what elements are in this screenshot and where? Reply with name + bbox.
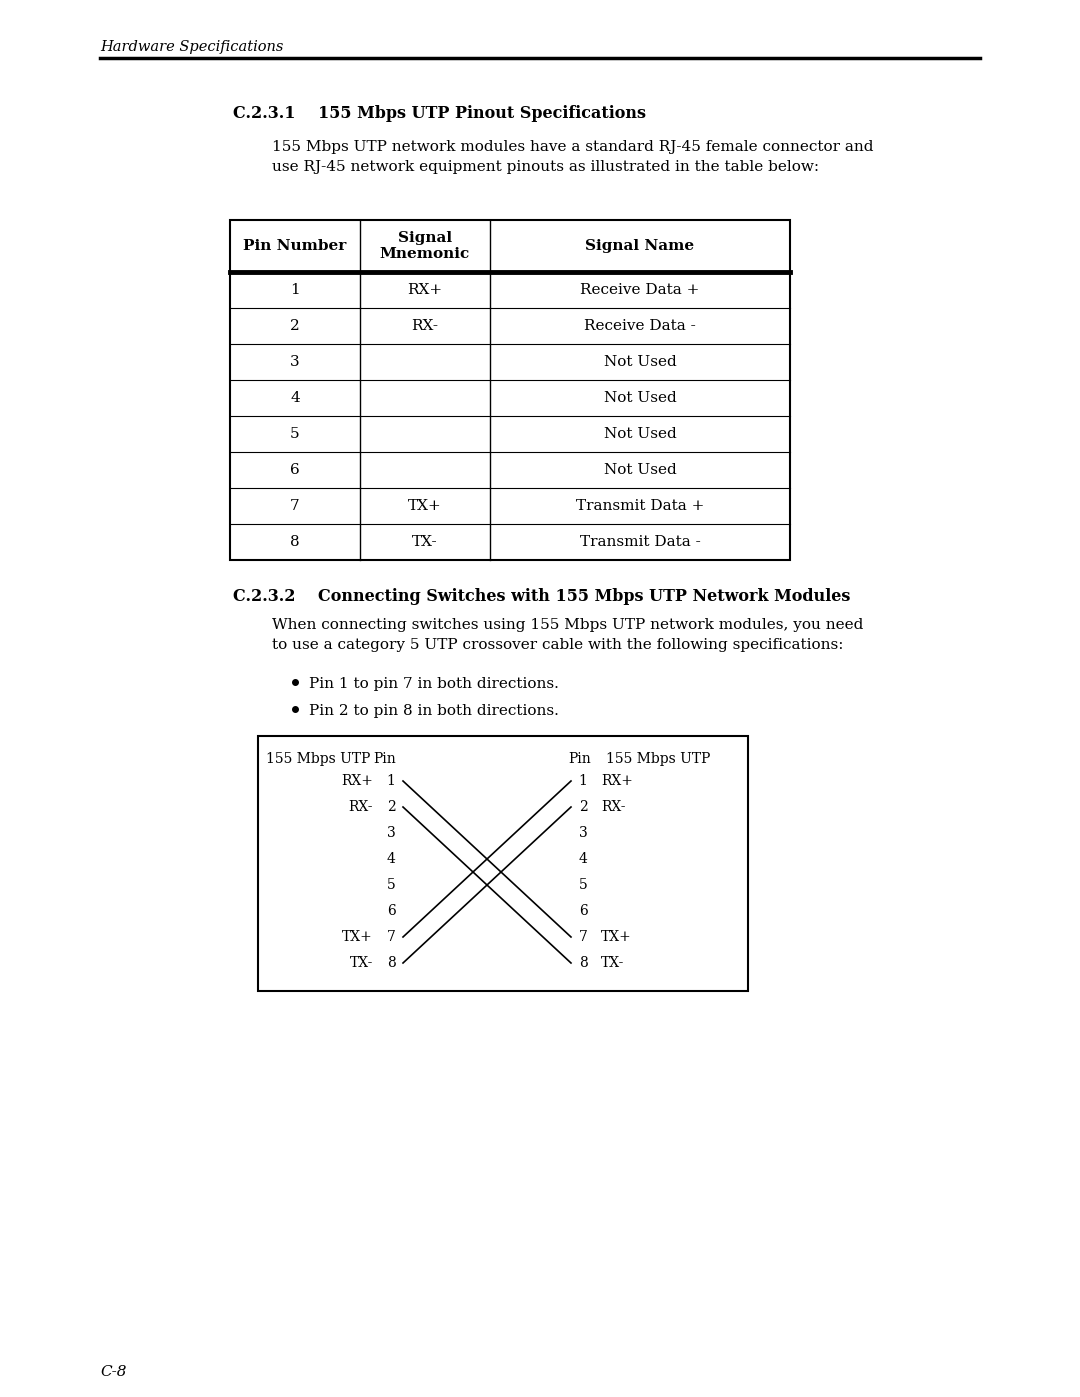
Text: 3: 3	[387, 826, 395, 840]
Text: Receive Data -: Receive Data -	[584, 319, 696, 332]
Text: C.2.3.1    155 Mbps UTP Pinout Specifications: C.2.3.1 155 Mbps UTP Pinout Specificatio…	[233, 105, 646, 122]
Text: Transmit Data -: Transmit Data -	[580, 535, 700, 549]
Text: RX-: RX-	[411, 319, 438, 332]
Text: TX-: TX-	[350, 956, 373, 970]
Text: Pin: Pin	[568, 752, 591, 766]
Text: RX+: RX+	[341, 774, 373, 788]
Bar	[258, 736, 748, 990]
Text: 6: 6	[387, 904, 395, 918]
Text: Hardware Specifications: Hardware Specifications	[100, 41, 283, 54]
Text: 5: 5	[291, 427, 300, 441]
Text: Not Used: Not Used	[604, 391, 676, 405]
Text: 155 Mbps UTP: 155 Mbps UTP	[266, 752, 370, 766]
Text: Signal Name: Signal Name	[585, 239, 694, 253]
Text: 7: 7	[291, 499, 300, 513]
Text: TX-: TX-	[413, 535, 437, 549]
Text: RX+: RX+	[600, 774, 633, 788]
Text: When connecting switches using 155 Mbps UTP network modules, you need
to use a c: When connecting switches using 155 Mbps …	[272, 617, 863, 652]
Text: C-8: C-8	[100, 1365, 126, 1379]
Text: 4: 4	[387, 852, 395, 866]
Bar	[230, 219, 789, 560]
Text: TX-: TX-	[600, 956, 624, 970]
Text: 155 Mbps UTP network modules have a standard RJ-45 female connector and
use RJ-4: 155 Mbps UTP network modules have a stan…	[272, 140, 874, 175]
Text: 3: 3	[579, 826, 588, 840]
Text: 4: 4	[579, 852, 588, 866]
Text: 155 Mbps UTP: 155 Mbps UTP	[606, 752, 711, 766]
Text: C.2.3.2    Connecting Switches with 155 Mbps UTP Network Modules: C.2.3.2 Connecting Switches with 155 Mbp…	[233, 588, 850, 605]
Text: 1: 1	[579, 774, 588, 788]
Text: 3: 3	[291, 355, 300, 369]
Text: 2: 2	[291, 319, 300, 332]
Text: Pin 2 to pin 8 in both directions.: Pin 2 to pin 8 in both directions.	[309, 704, 558, 718]
Text: 8: 8	[387, 956, 395, 970]
Text: Pin Number: Pin Number	[243, 239, 347, 253]
Text: RX-: RX-	[349, 800, 373, 814]
Text: 4: 4	[291, 391, 300, 405]
Text: Pin 1 to pin 7 in both directions.: Pin 1 to pin 7 in both directions.	[309, 678, 558, 692]
Text: 2: 2	[579, 800, 588, 814]
Text: TX+: TX+	[342, 930, 373, 944]
Text: TX+: TX+	[600, 930, 632, 944]
Text: 2: 2	[387, 800, 395, 814]
Text: Transmit Data +: Transmit Data +	[576, 499, 704, 513]
Text: 5: 5	[579, 877, 588, 893]
Text: 1: 1	[387, 774, 395, 788]
Text: RX-: RX-	[600, 800, 625, 814]
Text: RX+: RX+	[407, 284, 443, 298]
Text: Not Used: Not Used	[604, 462, 676, 476]
Text: Pin: Pin	[373, 752, 395, 766]
Text: Not Used: Not Used	[604, 427, 676, 441]
Text: 7: 7	[387, 930, 395, 944]
Text: 8: 8	[579, 956, 588, 970]
Text: Receive Data +: Receive Data +	[580, 284, 700, 298]
Text: 5: 5	[387, 877, 395, 893]
Text: 7: 7	[579, 930, 588, 944]
Text: TX+: TX+	[408, 499, 442, 513]
Text: 1: 1	[291, 284, 300, 298]
Text: 6: 6	[579, 904, 588, 918]
Text: 8: 8	[291, 535, 300, 549]
Text: Signal
Mnemonic: Signal Mnemonic	[380, 231, 470, 261]
Text: 6: 6	[291, 462, 300, 476]
Text: Not Used: Not Used	[604, 355, 676, 369]
